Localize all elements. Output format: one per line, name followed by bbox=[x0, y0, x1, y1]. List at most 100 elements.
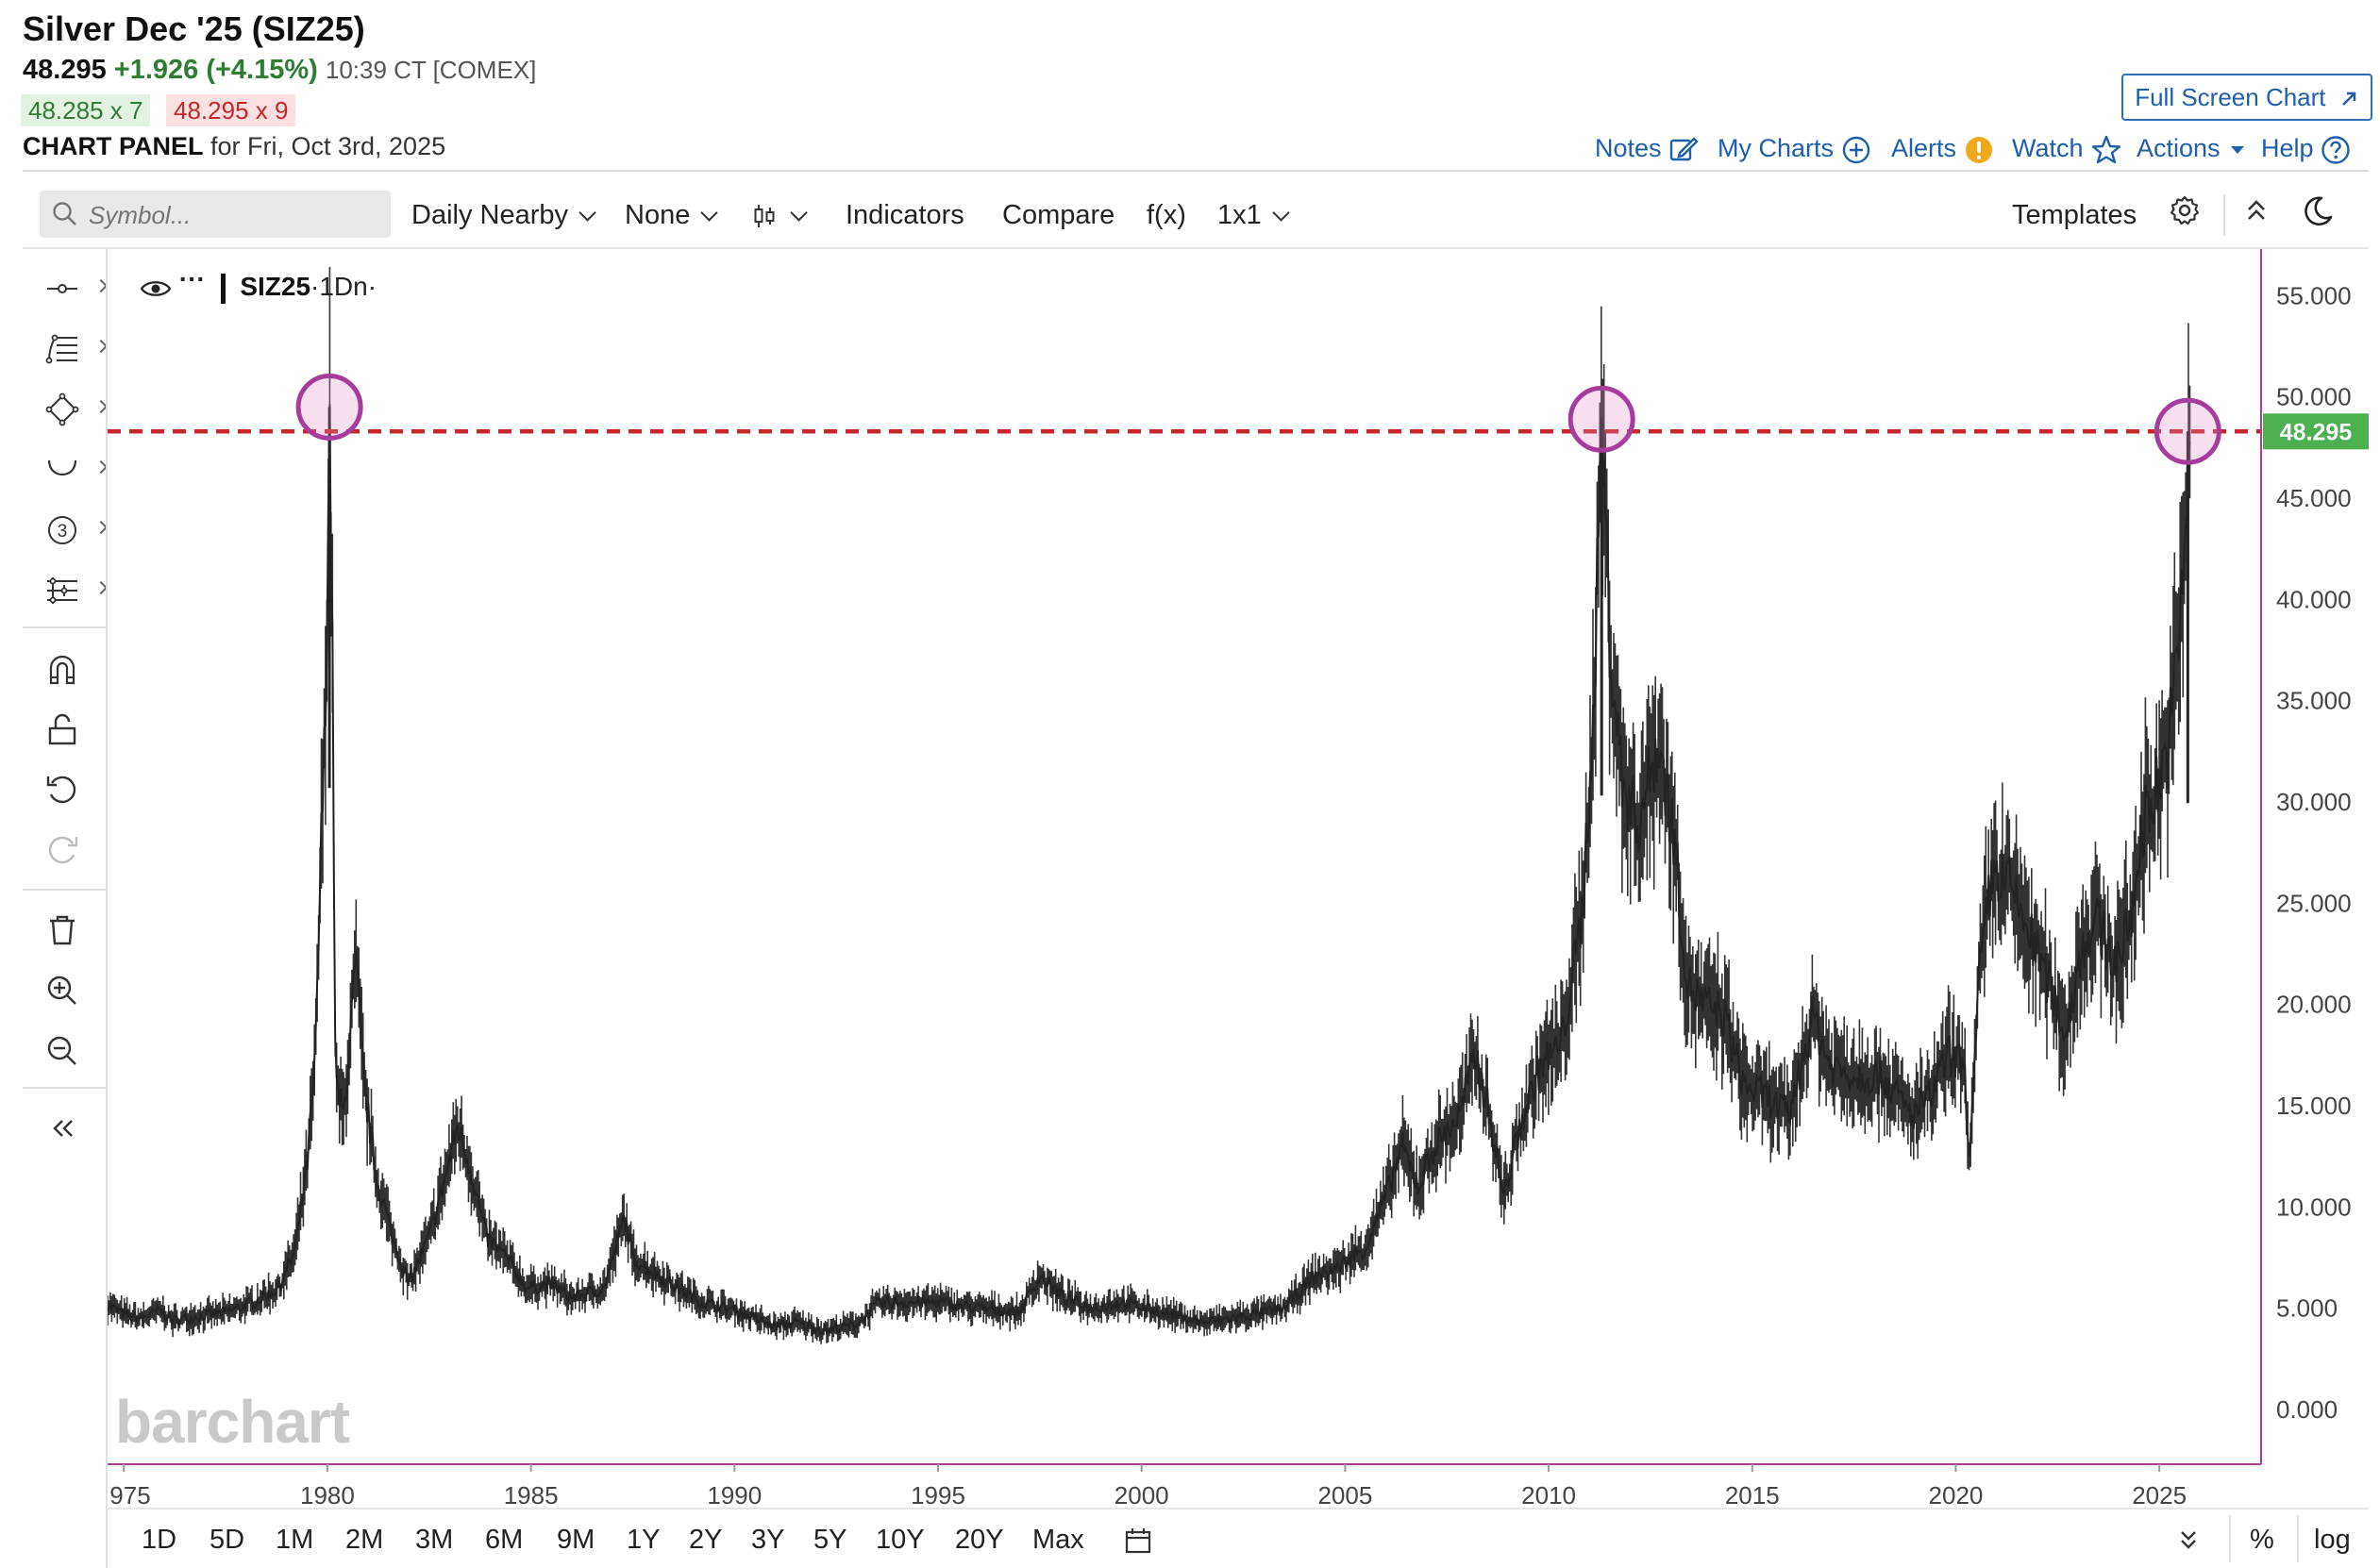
zoom-out-button[interactable] bbox=[38, 1026, 91, 1072]
frequency-dropdown[interactable]: Daily Nearby bbox=[411, 198, 596, 232]
notes-label: Notes bbox=[1595, 134, 1662, 162]
chart-type-dropdown[interactable] bbox=[751, 198, 808, 232]
price-change: +1.926 (+4.15%) bbox=[113, 55, 318, 85]
dark-mode-toggle[interactable] bbox=[2301, 194, 2335, 228]
period-button-9m[interactable]: 9M bbox=[557, 1525, 595, 1555]
fx-button[interactable]: f(x) bbox=[1147, 200, 1186, 230]
x-tick-label: 1990 bbox=[707, 1481, 762, 1508]
period-button-6m[interactable]: 6M bbox=[485, 1525, 524, 1555]
chart-panel-title: CHART PANEL bbox=[23, 132, 204, 160]
delete-drawings-button[interactable] bbox=[38, 906, 91, 951]
period-button-1d[interactable]: 1D bbox=[142, 1525, 177, 1555]
alerts-label: Alerts bbox=[1891, 134, 1957, 162]
x-tick-label: 2005 bbox=[1317, 1481, 1372, 1508]
zoom-out-icon bbox=[47, 1036, 76, 1065]
x-tick-label: 2020 bbox=[1929, 1481, 1984, 1508]
x-tick-label: 2025 bbox=[2132, 1481, 2187, 1508]
y-tick-label: 35.000 bbox=[2276, 687, 2352, 715]
chevron-down-icon bbox=[790, 204, 808, 222]
elliott-wave-tool[interactable]: 3 bbox=[38, 508, 109, 553]
actions-label: Actions bbox=[2137, 134, 2221, 162]
date-picker-button[interactable] bbox=[1123, 1521, 1153, 1559]
y-tick-label: 55.000 bbox=[2276, 281, 2352, 309]
calendar-icon bbox=[1125, 1528, 1151, 1554]
y-tick-label: 15.000 bbox=[2276, 1092, 2352, 1120]
crosshair-tool[interactable] bbox=[38, 266, 109, 311]
last-price: 48.295 bbox=[23, 55, 107, 85]
period-button-3y[interactable]: 3Y bbox=[751, 1525, 785, 1555]
chart-panel-date: for Fri, Oct 3rd, 2025 bbox=[210, 132, 446, 160]
legend-symbol: SIZ25 bbox=[240, 272, 311, 301]
help-link[interactable]: Help bbox=[2261, 132, 2351, 164]
actions-menu[interactable]: Actions bbox=[2137, 132, 2248, 164]
pitchfork-tool[interactable] bbox=[38, 568, 109, 613]
collapse-header-button[interactable] bbox=[2240, 194, 2272, 228]
percent-toggle[interactable]: % bbox=[2250, 1525, 2274, 1555]
ask-badge: 48.295 x 9 bbox=[166, 94, 296, 126]
y-tick-label: 30.000 bbox=[2276, 788, 2352, 816]
toolbar-divider bbox=[2223, 194, 2225, 236]
eye-icon[interactable] bbox=[140, 277, 172, 300]
page-title: Silver Dec '25 (SIZ25) bbox=[23, 9, 365, 48]
undo-icon bbox=[46, 776, 76, 804]
tools-divider bbox=[23, 626, 106, 628]
edit-icon bbox=[1669, 137, 1699, 161]
log-toggle[interactable]: log bbox=[2314, 1525, 2351, 1555]
moon-icon bbox=[2305, 196, 2333, 226]
period-button-1m[interactable]: 1M bbox=[276, 1525, 314, 1555]
indicators-button[interactable]: Indicators bbox=[846, 200, 964, 230]
header-divider bbox=[23, 170, 2369, 172]
x-tick-label: 1980 bbox=[300, 1481, 355, 1508]
templates-button[interactable]: Templates bbox=[2012, 200, 2137, 230]
period-button-max[interactable]: Max bbox=[1032, 1525, 1084, 1555]
lock-tool[interactable] bbox=[38, 706, 91, 751]
period-button-2y[interactable]: 2Y bbox=[689, 1525, 723, 1555]
notes-link[interactable]: Notes bbox=[1595, 132, 1699, 164]
price-line bbox=[108, 404, 2191, 1336]
period-button-2m[interactable]: 2M bbox=[345, 1525, 384, 1555]
settings-button[interactable] bbox=[2169, 194, 2201, 228]
period-button-10y[interactable]: 10Y bbox=[876, 1525, 925, 1555]
scroll-down-button[interactable] bbox=[2174, 1521, 2203, 1559]
full-screen-chart-button[interactable]: Full Screen Chart bbox=[2121, 74, 2372, 121]
period-button-5d[interactable]: 5D bbox=[210, 1525, 245, 1555]
alerts-link[interactable]: Alerts bbox=[1891, 132, 1994, 164]
double-chevron-down-icon bbox=[2181, 1531, 2196, 1550]
fibonacci-tool[interactable] bbox=[38, 326, 109, 372]
watch-link[interactable]: Watch bbox=[2012, 132, 2122, 164]
price-chart[interactable]: 55.000 50.000 45.000 40.000 35.000 30.000 25.0… bbox=[108, 249, 2369, 1508]
redo-icon bbox=[48, 836, 78, 864]
compare-button[interactable]: Compare bbox=[1002, 200, 1115, 230]
y-tick-label: 45.000 bbox=[2276, 484, 2352, 512]
plus-circle-icon bbox=[1842, 136, 1869, 164]
current-price-tag bbox=[2263, 413, 2369, 450]
my-charts-link[interactable]: My Charts bbox=[1718, 132, 1871, 164]
unlock-icon bbox=[48, 713, 76, 745]
shapes-tool[interactable] bbox=[38, 387, 109, 432]
overlay-dropdown[interactable]: None bbox=[625, 198, 719, 232]
more-options-icon[interactable]: ··· bbox=[178, 264, 206, 293]
layout-dropdown[interactable]: 1x1 bbox=[1217, 198, 1290, 232]
undo-button[interactable] bbox=[38, 766, 91, 811]
toolbar-divider bbox=[23, 247, 2369, 249]
collapse-tools-button[interactable] bbox=[38, 1104, 91, 1149]
current-price-label: 48.295 bbox=[2280, 419, 2353, 445]
symbol-input[interactable] bbox=[87, 191, 383, 240]
chart-legend: ··· SIZ25·1Dn· bbox=[140, 264, 377, 306]
period-button-5y[interactable]: 5Y bbox=[813, 1525, 847, 1555]
period-button-1y[interactable]: 1Y bbox=[627, 1525, 661, 1555]
magnet-tool[interactable] bbox=[38, 645, 91, 691]
redo-button[interactable] bbox=[38, 826, 91, 872]
peak-highlight-circle[interactable] bbox=[295, 373, 363, 441]
period-button-20y[interactable]: 20Y bbox=[955, 1525, 1004, 1555]
arc-tool[interactable] bbox=[38, 447, 109, 492]
period-button-3m[interactable]: 3M bbox=[415, 1525, 454, 1555]
double-chevron-up-icon bbox=[2248, 200, 2265, 220]
zoom-in-button[interactable] bbox=[38, 966, 91, 1011]
bottom-divider bbox=[108, 1508, 2369, 1510]
peak-highlight-circle[interactable] bbox=[2154, 397, 2221, 465]
symbol-search[interactable] bbox=[40, 191, 391, 240]
peak-highlight-circle[interactable] bbox=[1567, 385, 1635, 453]
crosshair-icon bbox=[47, 284, 77, 293]
y-tick-label: 40.000 bbox=[2276, 585, 2352, 613]
